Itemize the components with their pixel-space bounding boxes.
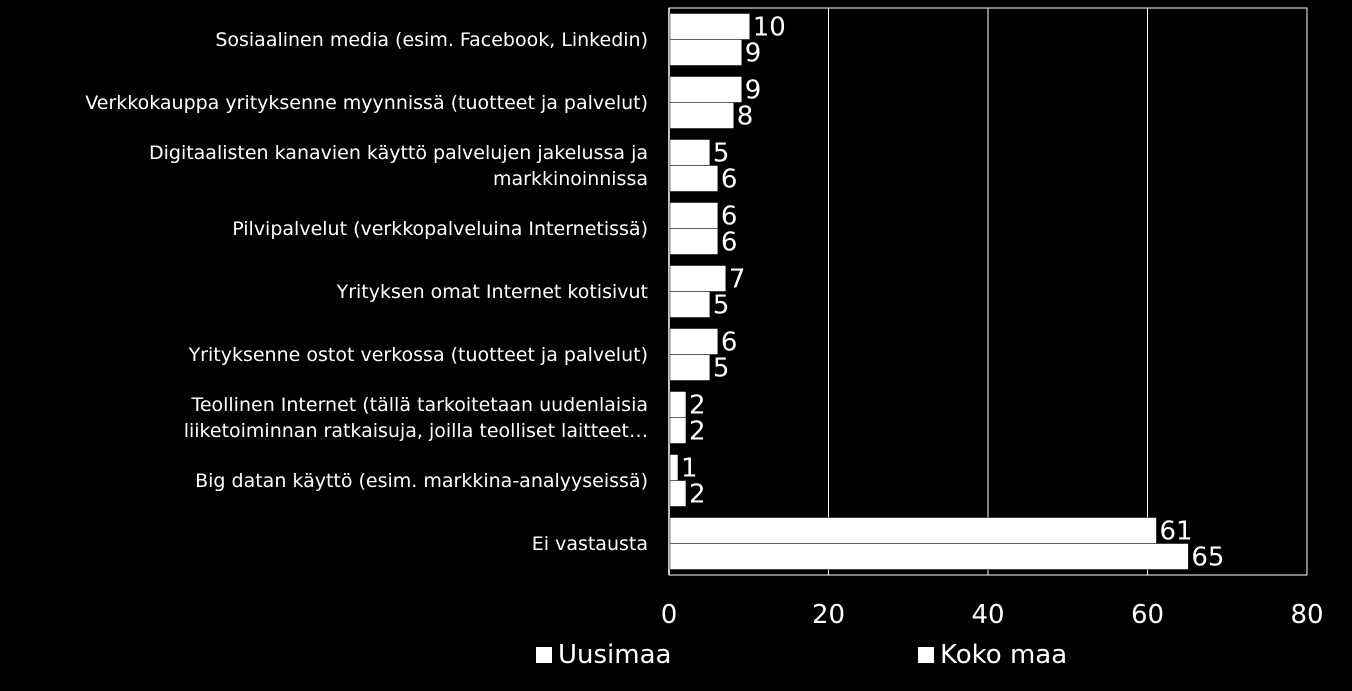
x-tick-label: 40 <box>971 600 1004 630</box>
data-label: 2 <box>689 417 706 447</box>
data-label: 7 <box>729 265 746 295</box>
bar-koko-maa <box>669 417 687 444</box>
bar-uusimaa <box>669 391 687 418</box>
category-label: Verkkokauppa yrityksenne myynnissä (tuot… <box>85 91 648 114</box>
legend-label-uusimaa: Uusimaa <box>558 640 672 670</box>
bar-uusimaa <box>669 13 750 40</box>
legend-item-koko-maa: Koko maa <box>918 640 1067 670</box>
legend-item-uusimaa: Uusimaa <box>536 640 671 670</box>
bar-uusimaa <box>669 139 711 166</box>
data-label: 9 <box>745 39 762 69</box>
x-tick-label: 80 <box>1290 600 1323 630</box>
category-label: Ei vastausta <box>531 532 648 555</box>
data-label: 9 <box>745 76 762 106</box>
bar-uusimaa <box>669 202 719 229</box>
data-label: 5 <box>713 291 730 321</box>
data-label: 8 <box>737 102 754 132</box>
bar-uusimaa <box>669 265 727 292</box>
legend-label-koko-maa: Koko maa <box>940 640 1068 670</box>
data-label: 6 <box>721 202 738 232</box>
bar-koko-maa <box>669 480 687 507</box>
category-label: Big datan käyttö (esim. markkina-analyys… <box>195 469 648 492</box>
x-tick-label: 60 <box>1131 600 1164 630</box>
data-label: 6 <box>721 328 738 358</box>
bar-uusimaa <box>669 76 743 103</box>
bar-koko-maa <box>669 291 711 318</box>
legend-swatch-koko-maa <box>918 647 934 663</box>
category-label: Sosiaalinen media (esim. Facebook, Linke… <box>215 28 648 51</box>
category-label: Pilvipalvelut (verkkopalveluina Internet… <box>232 217 648 240</box>
bar-uusimaa <box>669 328 719 355</box>
category-label: Yrityksen omat Internet kotisivut <box>336 280 648 303</box>
data-label: 6 <box>721 228 738 258</box>
data-label: 2 <box>689 391 706 421</box>
data-label: 5 <box>713 354 730 384</box>
category-label: Yrityksenne ostot verkossa (tuotteet ja … <box>188 343 648 366</box>
data-label: 10 <box>753 13 786 43</box>
data-label: 1 <box>681 454 698 484</box>
data-label: 2 <box>689 480 706 510</box>
bar-koko-maa <box>669 354 711 381</box>
bar-koko-maa <box>669 102 735 129</box>
bar-uusimaa <box>669 454 679 481</box>
category-label: Digitaalisten kanavien käyttö palvelujen… <box>148 141 648 190</box>
bar-koko-maa <box>669 165 719 192</box>
x-tick-label: 0 <box>661 600 678 630</box>
category-label: Teollinen Internet (tällä tarkoitetaan u… <box>183 393 648 442</box>
x-tick-label: 20 <box>812 600 845 630</box>
bar-koko-maa <box>669 39 743 66</box>
data-label: 61 <box>1159 517 1192 547</box>
bar-koko-maa <box>669 543 1189 570</box>
data-label: 6 <box>721 165 738 195</box>
bar-uusimaa <box>669 517 1157 544</box>
data-label: 5 <box>713 139 730 169</box>
data-label: 65 <box>1191 543 1224 573</box>
legend-swatch-uusimaa <box>536 647 552 663</box>
bar-koko-maa <box>669 228 719 255</box>
